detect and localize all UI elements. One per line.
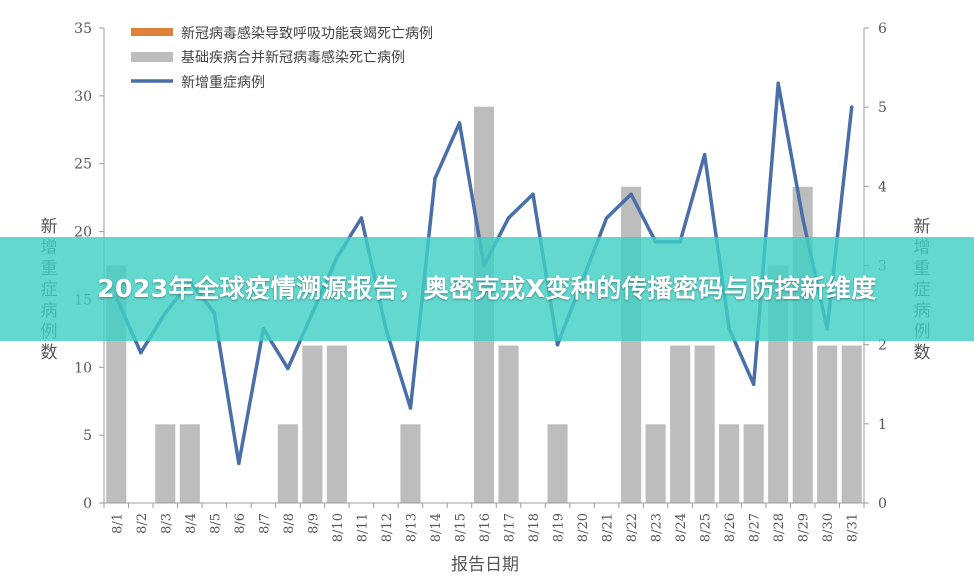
right-y-tick-label: 0: [878, 496, 887, 512]
bar-8-29-s1: [792, 186, 813, 504]
x-tick-label: 8/27: [748, 513, 763, 542]
point-8-14: [433, 176, 437, 181]
x-tick-label: 8/19: [552, 513, 567, 542]
point-8-28: [776, 81, 780, 86]
bar-8-23-s1: [645, 424, 666, 503]
right-y-tick-label: 2: [878, 338, 887, 354]
x-axis-title: 报告日期: [451, 555, 519, 575]
bar-8-27-s1: [743, 424, 764, 503]
point-8-17: [506, 216, 511, 220]
bar-8-30-s1: [817, 345, 838, 503]
right-y-tick-label: 4: [878, 179, 887, 195]
legend-label-severe: 新增重症病例: [181, 75, 265, 91]
right-y-tick-label: 1: [878, 417, 887, 433]
bar-8-31-s1: [841, 345, 862, 503]
point-8-22: [629, 192, 633, 197]
x-tick-label: 8/17: [503, 513, 518, 542]
x-tick-label: 8/12: [380, 513, 395, 542]
bar-8-24-s1: [670, 345, 691, 503]
bar-8-25-s1: [694, 345, 715, 503]
left-y-tick-label: 10: [74, 360, 92, 376]
legend-label-underlying: 基础疾病合并新冠病毒感染死亡病例: [181, 49, 405, 66]
bar-8-10-s1: [326, 345, 347, 503]
bar-8-8-s1: [277, 424, 298, 503]
left-y-tick-label: 30: [74, 89, 92, 105]
bar-8-4-s1: [179, 424, 200, 503]
x-tick-label: 8/29: [797, 513, 812, 542]
x-tick-label: 8/18: [527, 513, 542, 542]
left-y-tick-label: 5: [83, 428, 92, 444]
left-y-tick-label: 20: [74, 225, 92, 241]
x-tick-label: 8/21: [601, 513, 616, 542]
point-8-18: [531, 192, 535, 197]
point-8-21: [604, 216, 609, 220]
x-tick-label: 8/5: [208, 513, 223, 534]
point-8-11: [359, 216, 364, 220]
point-8-8: [286, 366, 290, 371]
point-8-2: [138, 350, 143, 355]
x-tick-label: 8/2: [135, 513, 150, 534]
legend-label-respiratory: 新冠病毒感染导致呼吸功能衰竭死亡病例: [181, 25, 433, 42]
x-tick-label: 8/26: [723, 513, 738, 542]
bar-8-3-s1: [155, 424, 176, 503]
point-8-15: [457, 121, 462, 125]
x-tick-label: 8/30: [821, 513, 836, 542]
x-tick-label: 8/8: [282, 513, 297, 534]
left-y-tick-label: 0: [83, 496, 92, 512]
right-y-tick-label: 6: [878, 21, 887, 37]
bar-8-17-s1: [498, 345, 519, 503]
point-8-27: [751, 382, 756, 387]
point-8-31: [849, 105, 854, 109]
right-y-tick-label: 5: [878, 100, 887, 116]
x-tick-label: 8/6: [233, 513, 248, 534]
bar-8-9-s1: [302, 345, 323, 503]
legend-swatch-respiratory: [131, 28, 173, 36]
x-tick-label: 8/25: [699, 513, 714, 542]
headline-banner: 2023年全球疫情溯源报告，奥密克戎X变种的传播密码与防控新维度: [0, 237, 974, 341]
x-tick-label: 8/16: [478, 513, 493, 542]
bar-8-13-s1: [400, 424, 421, 503]
point-8-19: [555, 342, 560, 347]
x-tick-label: 8/13: [404, 513, 419, 542]
bar-8-26-s1: [719, 424, 740, 503]
headline-title: 2023年全球疫情溯源报告，奥密克戎X变种的传播密码与防控新维度: [97, 274, 877, 303]
x-tick-label: 8/31: [846, 513, 861, 542]
point-8-13: [408, 406, 413, 410]
point-8-6: [237, 461, 241, 466]
x-tick-label: 8/28: [772, 513, 787, 542]
x-tick-label: 8/3: [159, 513, 174, 534]
left-y-ticks: 05101520253035: [74, 21, 104, 512]
x-tick-label: 8/10: [331, 513, 346, 542]
point-8-25: [702, 152, 707, 157]
left-y-tick-label: 25: [74, 157, 92, 173]
legend: 新冠病毒感染导致呼吸功能衰竭死亡病例 基础疾病合并新冠病毒感染死亡病例 新增重症…: [131, 25, 433, 91]
x-tick-label: 8/24: [674, 513, 689, 542]
x-tick-label: 8/23: [650, 513, 665, 542]
x-ticks: 8/1 8/2 8/3 8/4 8/5 8/6 8/7 8/8 8/9 8/10 8/11 8/12 8…: [103, 503, 865, 542]
x-tick-label: 8/7: [257, 513, 272, 534]
bar-8-22-s1: [621, 186, 642, 504]
x-tick-label: 8/20: [576, 513, 591, 542]
x-tick-label: 8/14: [429, 513, 444, 542]
x-tick-label: 8/4: [184, 513, 199, 534]
x-tick-label: 8/9: [306, 513, 321, 534]
x-tick-label: 8/11: [355, 513, 370, 542]
bar-8-19-s1: [547, 424, 568, 503]
left-y-tick-label: 35: [74, 21, 92, 37]
x-tick-label: 8/22: [625, 513, 640, 542]
point-8-29: [800, 216, 805, 220]
x-tick-label: 8/15: [453, 513, 468, 542]
x-tick-label: 8/1: [110, 513, 125, 534]
legend-swatch-underlying: [131, 52, 173, 62]
